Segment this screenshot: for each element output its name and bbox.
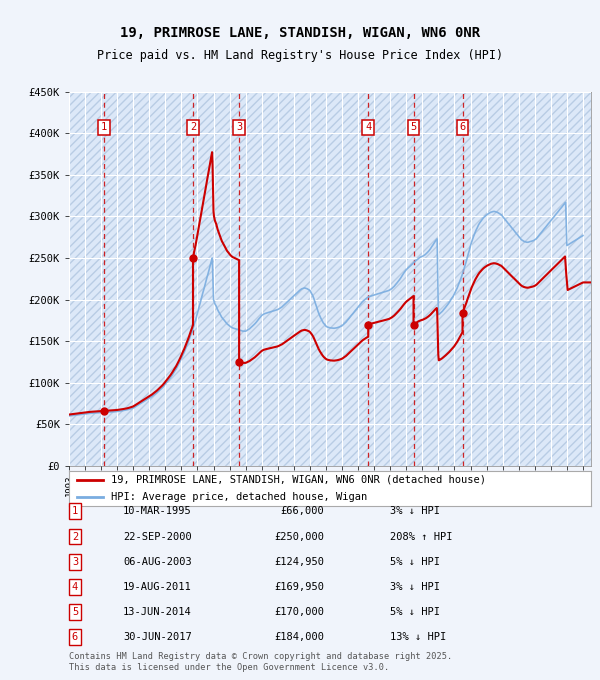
Text: 4: 4 xyxy=(365,122,371,133)
Text: 06-AUG-2003: 06-AUG-2003 xyxy=(123,557,192,566)
Text: £250,000: £250,000 xyxy=(274,532,324,541)
Text: 19-AUG-2011: 19-AUG-2011 xyxy=(123,582,192,592)
Text: 3: 3 xyxy=(72,557,78,566)
Text: 13-JUN-2014: 13-JUN-2014 xyxy=(123,607,192,617)
Text: £124,950: £124,950 xyxy=(274,557,324,566)
Text: £66,000: £66,000 xyxy=(280,507,324,516)
Text: 3% ↓ HPI: 3% ↓ HPI xyxy=(390,582,440,592)
Text: £169,950: £169,950 xyxy=(274,582,324,592)
Text: 22-SEP-2000: 22-SEP-2000 xyxy=(123,532,192,541)
Text: 13% ↓ HPI: 13% ↓ HPI xyxy=(390,632,446,642)
Text: Price paid vs. HM Land Registry's House Price Index (HPI): Price paid vs. HM Land Registry's House … xyxy=(97,49,503,63)
Text: 1: 1 xyxy=(101,122,107,133)
Text: 6: 6 xyxy=(460,122,466,133)
Text: 5% ↓ HPI: 5% ↓ HPI xyxy=(390,557,440,566)
Text: Contains HM Land Registry data © Crown copyright and database right 2025.
This d: Contains HM Land Registry data © Crown c… xyxy=(69,652,452,672)
Text: 19, PRIMROSE LANE, STANDISH, WIGAN, WN6 0NR (detached house): 19, PRIMROSE LANE, STANDISH, WIGAN, WN6 … xyxy=(111,475,486,485)
Text: HPI: Average price, detached house, Wigan: HPI: Average price, detached house, Wiga… xyxy=(111,492,367,502)
Text: 19, PRIMROSE LANE, STANDISH, WIGAN, WN6 0NR: 19, PRIMROSE LANE, STANDISH, WIGAN, WN6 … xyxy=(120,26,480,39)
Text: £170,000: £170,000 xyxy=(274,607,324,617)
Text: 5: 5 xyxy=(72,607,78,617)
Text: 5% ↓ HPI: 5% ↓ HPI xyxy=(390,607,440,617)
Text: 2: 2 xyxy=(190,122,196,133)
Text: 6: 6 xyxy=(72,632,78,642)
Text: 3: 3 xyxy=(236,122,242,133)
Text: 10-MAR-1995: 10-MAR-1995 xyxy=(123,507,192,516)
Text: 3% ↓ HPI: 3% ↓ HPI xyxy=(390,507,440,516)
Text: 1: 1 xyxy=(72,507,78,516)
Text: 5: 5 xyxy=(410,122,416,133)
Text: 4: 4 xyxy=(72,582,78,592)
Text: 208% ↑ HPI: 208% ↑ HPI xyxy=(390,532,452,541)
Text: £184,000: £184,000 xyxy=(274,632,324,642)
Text: 2: 2 xyxy=(72,532,78,541)
Text: 30-JUN-2017: 30-JUN-2017 xyxy=(123,632,192,642)
